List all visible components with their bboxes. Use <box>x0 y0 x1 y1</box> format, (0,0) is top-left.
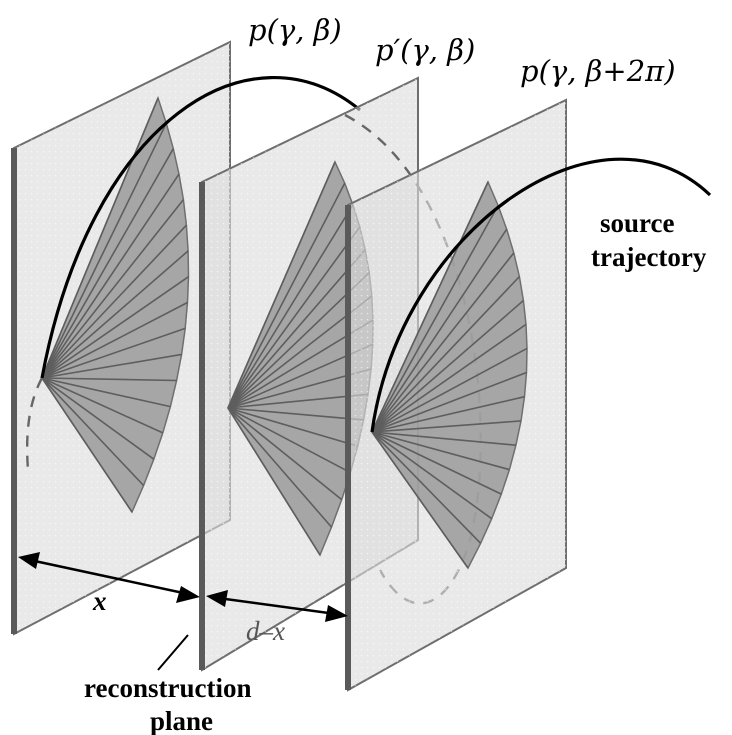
fan-ray <box>41 377 177 382</box>
fan-rays-1 <box>41 97 189 513</box>
label-d-minus-x: d–x <box>246 616 285 646</box>
label-p-prime: p′(γ, β) <box>375 33 475 67</box>
reconstruction-plane-leader <box>157 634 189 671</box>
fan-ray <box>41 353 182 379</box>
fan-ray <box>371 420 522 433</box>
fan-ray <box>227 393 369 409</box>
fan-ray <box>41 224 187 379</box>
fan-ray <box>371 431 493 520</box>
projection-plane-3 <box>345 98 712 692</box>
dimension-x <box>18 552 200 603</box>
fan-ray <box>227 407 364 421</box>
label-trajectory: trajectory <box>591 242 707 272</box>
fan-ray <box>41 377 145 487</box>
fan-rays-3 <box>371 181 528 569</box>
fan-ray <box>41 377 164 434</box>
fan-ray <box>227 204 354 409</box>
fan-ray <box>371 431 516 446</box>
projection-plane-1 <box>11 40 362 636</box>
trajectory-dashed-segment-1 <box>25 377 44 471</box>
fan-ray <box>371 252 515 433</box>
fan-ray <box>371 431 510 471</box>
fan-ray <box>371 181 489 433</box>
fan-ray <box>41 327 186 379</box>
dimension-d-minus-x <box>206 590 348 622</box>
fan-ray <box>371 299 524 433</box>
fan-ray <box>41 122 168 379</box>
label-p-gamma-beta-2pi: p(γ, β+2π) <box>520 54 676 88</box>
fan-ray <box>227 407 333 528</box>
fan-ray <box>41 148 174 379</box>
fan-ray <box>371 395 525 433</box>
fan-ray <box>41 377 171 408</box>
fan-ray <box>41 250 189 379</box>
fan-ray <box>41 301 188 379</box>
fan-ray <box>371 228 508 433</box>
label-reconstruction: reconstruction <box>84 673 251 703</box>
source-trajectory-arc-1 <box>40 75 362 379</box>
fan-ray <box>227 407 321 556</box>
label-source: source <box>600 208 675 238</box>
label-plane: plane <box>150 706 213 735</box>
fan-ray <box>371 371 527 433</box>
fan-ray <box>41 377 133 513</box>
fan-ray <box>227 249 366 409</box>
fan-ray <box>41 199 185 379</box>
fan-ray <box>41 377 155 460</box>
fan-ray <box>371 431 469 569</box>
fan-ray <box>41 276 189 379</box>
fan-ray <box>371 431 502 495</box>
fan-ray <box>227 182 346 409</box>
fan-ray <box>371 347 528 433</box>
fan-ray <box>371 431 482 544</box>
fan-ray <box>227 161 336 409</box>
fan-ray <box>371 205 499 433</box>
fan-ray <box>41 97 159 379</box>
label-x: x <box>92 586 107 616</box>
fan-ray <box>371 276 520 433</box>
label-p-gamma-beta: p(γ, β) <box>248 13 342 47</box>
fan-ray <box>227 407 343 501</box>
fan-ray <box>227 226 361 409</box>
fan-ray <box>371 323 527 433</box>
source-trajectory-arc-2 <box>370 157 712 433</box>
fan-ray <box>227 407 351 474</box>
fan-ray <box>227 407 358 447</box>
fan-ray <box>41 173 180 379</box>
